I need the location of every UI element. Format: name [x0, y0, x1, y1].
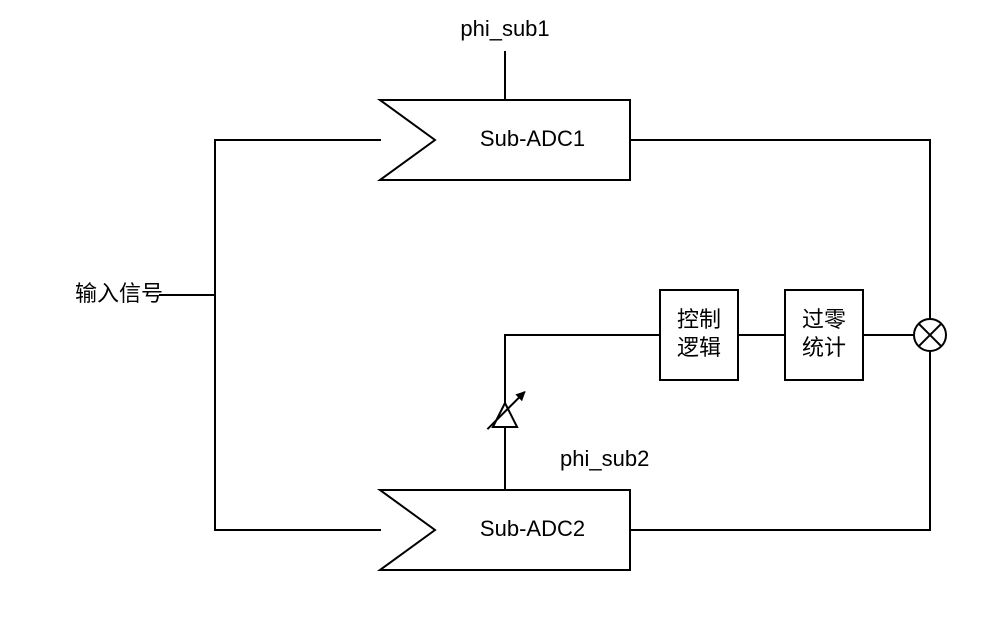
- control-logic-label-1: 控制: [677, 307, 721, 332]
- zero-cross-label-2: 统计: [802, 335, 846, 360]
- zero-cross-label-1: 过零: [802, 307, 846, 332]
- phi-sub1-label: phi_sub1: [460, 16, 549, 41]
- nodes: [380, 100, 946, 570]
- block-diagram: Sub-ADC1 Sub-ADC2 控制逻辑 过零统计 输入信号 phi_sub1 phi_…: [0, 0, 1000, 631]
- phi-sub2-label: phi_sub2: [560, 446, 649, 471]
- wire-branch_top: [215, 140, 380, 295]
- variable-delay-icon: [493, 403, 517, 427]
- sub-adc2-block-label: Sub-ADC2: [480, 516, 585, 541]
- wire-branch_bot: [215, 295, 380, 530]
- sub-adc1-block-label: Sub-ADC1: [480, 126, 585, 151]
- control-logic-label-2: 逻辑: [677, 335, 721, 360]
- input-signal-label: 输入信号: [75, 281, 163, 306]
- labels: Sub-ADC1 Sub-ADC2 控制逻辑 过零统计 输入信号 phi_sub1 phi_…: [75, 16, 846, 541]
- wire-ctrl_to_delay: [505, 335, 660, 405]
